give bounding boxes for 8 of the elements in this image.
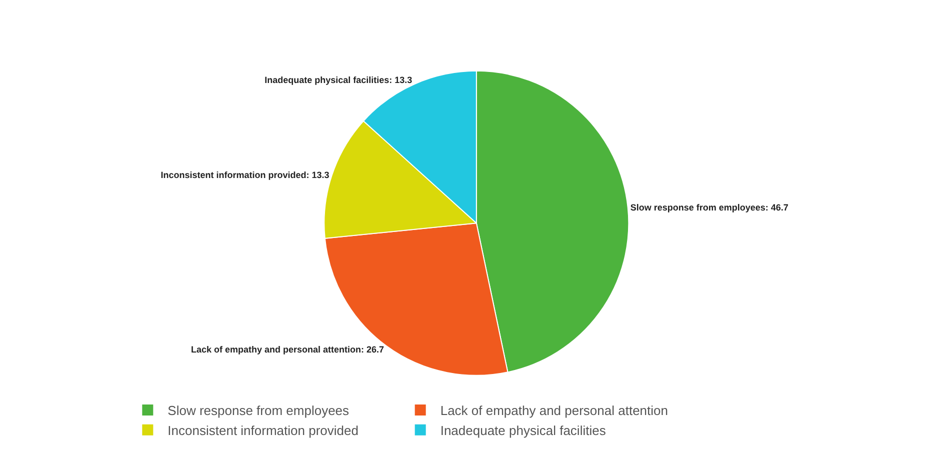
legend-label: Slow response from employees [168,403,350,418]
data-label: Inconsistent information provided: 13.3 [160,170,330,180]
data-label: Inadequate physical facilities: 13.3 [264,74,412,85]
legend-label: Lack of empathy and personal attention [440,403,668,418]
data-label: Lack of empathy and personal attention: 26.7 [190,344,384,354]
legend-label: Inadequate physical facilities [440,422,606,438]
data-label: Slow response from employees: 46.7 [630,202,788,212]
legend-label: Inconsistent information provided [168,422,358,438]
